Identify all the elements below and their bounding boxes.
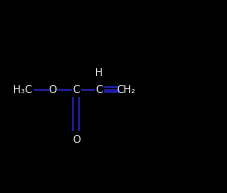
Text: C: C [73,85,80,95]
Text: O: O [49,85,57,95]
Text: H₃C: H₃C [13,85,32,95]
Text: O: O [72,135,80,145]
Text: C: C [96,85,103,95]
Text: CH₂: CH₂ [116,85,136,95]
Text: H: H [95,68,103,78]
